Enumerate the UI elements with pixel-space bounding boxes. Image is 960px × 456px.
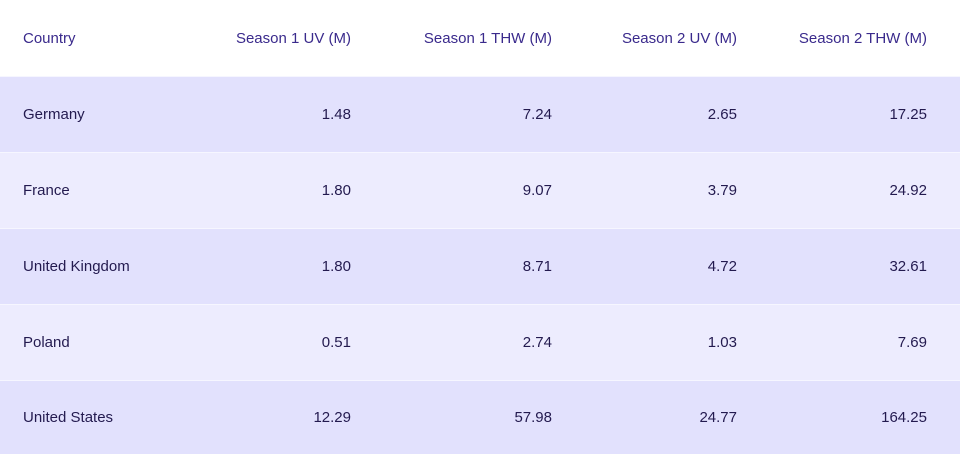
table-header: Country Season 1 UV (M) Season 1 THW (M)… [0,0,960,76]
table-row: Germany 1.48 7.24 2.65 17.25 [0,76,960,152]
header-season1-thw: Season 1 THW (M) [423,29,552,47]
country-cell: France [23,182,70,199]
value-cell: 24.77 [699,409,737,426]
value-cell: 4.72 [707,258,737,275]
value-cell: 32.61 [889,258,927,275]
value-cell: 1.03 [707,334,737,351]
value-cell: 3.79 [707,182,737,199]
value-cell: 2.65 [707,106,737,123]
value-cell: 1.80 [321,182,351,199]
value-cell: 164.25 [881,409,927,426]
value-cell: 1.48 [321,106,351,123]
header-season2-thw: Season 2 THW (M) [798,29,927,47]
value-cell: 2.74 [522,334,552,351]
table-row: United States 12.29 57.98 24.77 164.25 [0,380,960,454]
table-row: Poland 0.51 2.74 1.03 7.69 [0,304,960,380]
value-cell: 24.92 [889,182,927,199]
header-season1-uv: Season 1 UV (M) [235,29,351,47]
table-row: United Kingdom 1.80 8.71 4.72 32.61 [0,228,960,304]
country-cell: Germany [23,106,85,123]
value-cell: 12.29 [313,409,351,426]
value-cell: 8.71 [522,258,552,275]
value-cell: 1.80 [321,258,351,275]
header-season2-uv: Season 2 UV (M) [621,29,737,47]
value-cell: 7.69 [897,334,927,351]
table-row: France 1.80 9.07 3.79 24.92 [0,152,960,228]
country-cell: United Kingdom [23,258,130,275]
country-cell: Poland [23,334,70,351]
value-cell: 9.07 [522,182,552,199]
value-cell: 0.51 [321,334,351,351]
value-cell: 7.24 [522,106,552,123]
value-cell: 17.25 [889,106,927,123]
value-cell: 57.98 [514,409,552,426]
country-cell: United States [23,409,114,426]
header-country: Country [23,29,76,47]
